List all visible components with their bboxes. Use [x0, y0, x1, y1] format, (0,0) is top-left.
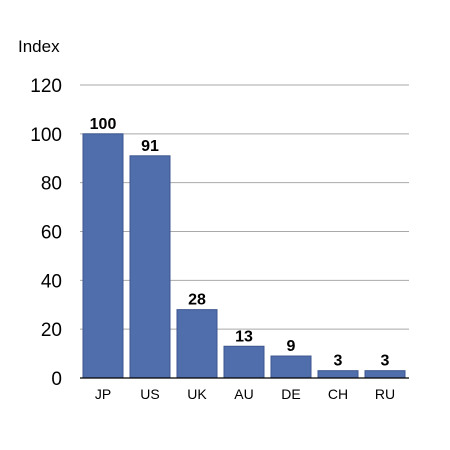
x-tick-label: JP: [95, 386, 111, 402]
bar-ch: [317, 370, 359, 379]
y-tick-label: 20: [41, 320, 62, 341]
x-tick-label: CH: [328, 386, 348, 402]
x-tick-label: AU: [234, 386, 253, 402]
data-label: 13: [235, 328, 253, 345]
data-label: 3: [334, 353, 343, 370]
bar-ru: [364, 370, 406, 379]
bar-us: [129, 155, 171, 379]
y-tick-label: 100: [30, 125, 62, 146]
y-tick-label: 80: [41, 174, 62, 195]
x-tick-label: UK: [187, 386, 207, 402]
x-axis-ticks: JP US UK AU DE CH RU: [95, 386, 395, 402]
bars: [82, 133, 406, 379]
data-label: 28: [188, 292, 206, 309]
bar-de: [270, 355, 312, 379]
y-tick-label: 60: [41, 223, 62, 244]
y-axis-label: Index: [18, 37, 60, 56]
bar-jp: [82, 133, 124, 379]
x-tick-label: RU: [375, 386, 395, 402]
x-tick-label: US: [140, 386, 159, 402]
y-tick-label: 120: [30, 76, 62, 97]
y-tick-label: 0: [51, 369, 62, 390]
bar-au: [223, 345, 265, 379]
bar-uk: [176, 309, 218, 379]
data-label: 3: [381, 353, 390, 370]
x-tick-label: DE: [281, 386, 300, 402]
data-label: 9: [287, 338, 296, 355]
y-axis-ticks: 0 20 40 60 80 100 120: [30, 76, 62, 390]
data-label: 91: [141, 138, 159, 155]
y-tick-label: 40: [41, 271, 62, 292]
grid-lines: [80, 84, 409, 330]
data-labels: 100 91 28 13 9 3 3: [90, 116, 390, 370]
data-label: 100: [90, 116, 117, 133]
